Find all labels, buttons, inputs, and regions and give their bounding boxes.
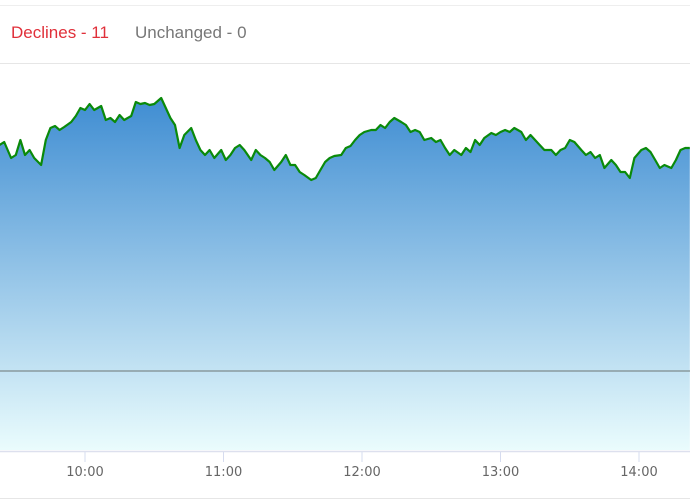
unchanged-count[interactable]: Unchanged - 0 [135,23,247,42]
declines-count[interactable]: Declines - 11 [11,23,109,42]
x-tick-label: 11:00 [205,465,242,480]
x-tick-label: 14:00 [620,465,657,480]
bottom-divider [0,498,690,499]
area-fill [0,98,690,450]
series-line [0,96,690,182]
x-tick-label: 12:00 [343,465,380,480]
x-tick-label: 10:00 [66,465,103,480]
x-tick-label: 13:00 [482,465,519,480]
market-breadth-header: Declines - 11 Unchanged - 0 [0,6,690,64]
top-divider [0,5,690,6]
